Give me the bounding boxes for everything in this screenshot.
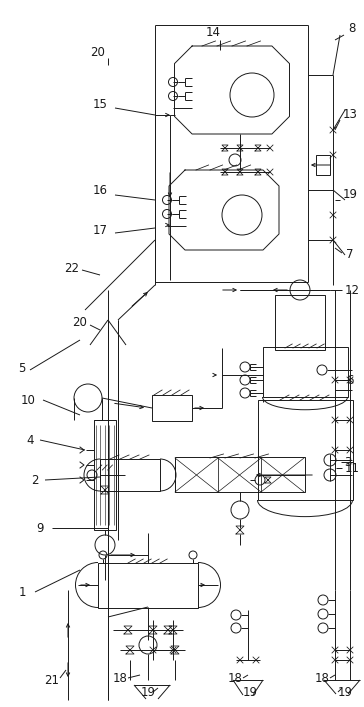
Bar — [175, 457, 305, 492]
Text: 14: 14 — [206, 25, 221, 38]
Text: 20: 20 — [72, 315, 87, 329]
Text: 18: 18 — [228, 672, 242, 684]
Text: 22: 22 — [64, 262, 79, 274]
Text: 12: 12 — [344, 284, 360, 296]
Text: 6: 6 — [346, 373, 354, 387]
Text: 19: 19 — [242, 686, 257, 699]
Text: 18: 18 — [112, 672, 127, 684]
Text: 7: 7 — [346, 248, 354, 262]
Text: 21: 21 — [44, 674, 59, 686]
Bar — [152, 395, 192, 421]
Bar — [94, 420, 116, 530]
Text: 5: 5 — [18, 361, 26, 375]
Bar — [100, 459, 160, 491]
Text: 20: 20 — [91, 45, 106, 59]
Bar — [263, 347, 348, 397]
Text: 10: 10 — [20, 394, 35, 407]
Text: 19: 19 — [337, 686, 352, 699]
Text: 11: 11 — [344, 462, 360, 474]
Text: 18: 18 — [314, 672, 329, 684]
Text: 2: 2 — [31, 474, 39, 486]
Bar — [258, 400, 353, 500]
Text: 16: 16 — [92, 184, 107, 197]
Text: 9: 9 — [36, 522, 44, 534]
Text: 8: 8 — [348, 21, 356, 35]
Text: 13: 13 — [343, 108, 357, 122]
Text: 17: 17 — [92, 223, 107, 237]
Text: 4: 4 — [26, 433, 34, 447]
Bar — [316, 155, 330, 175]
Text: 19: 19 — [141, 686, 155, 699]
Bar — [275, 295, 325, 350]
Text: 3: 3 — [344, 455, 352, 469]
Text: 19: 19 — [343, 189, 357, 201]
Text: 1: 1 — [18, 585, 26, 599]
Bar — [98, 563, 198, 607]
Text: 15: 15 — [92, 98, 107, 112]
